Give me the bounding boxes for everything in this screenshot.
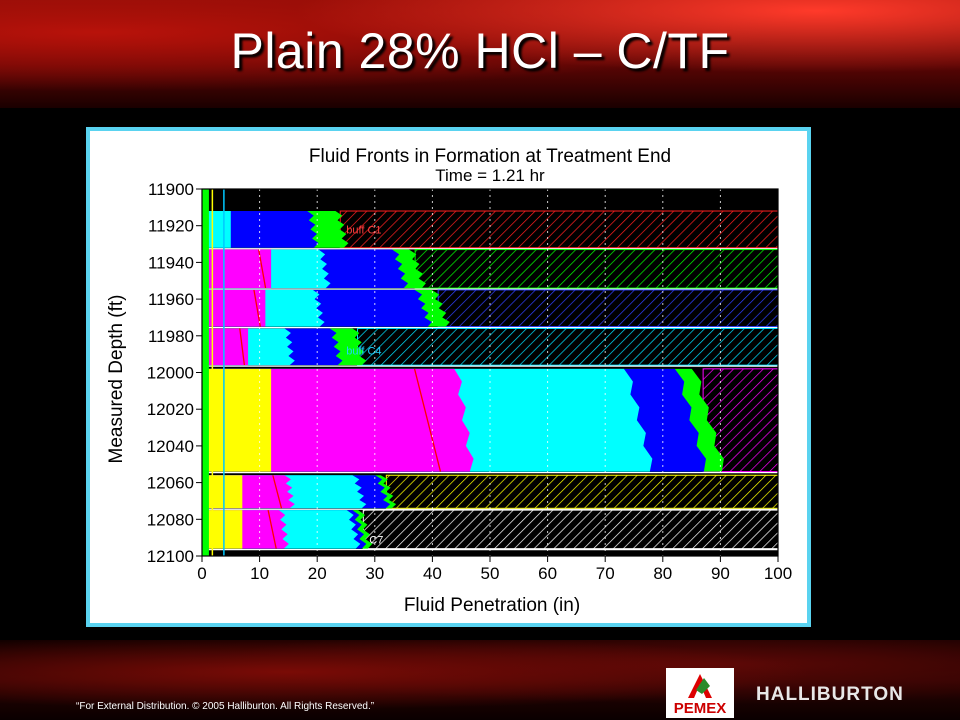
zone-1-hatch	[339, 210, 779, 249]
x-tick-label-100: 100	[764, 564, 792, 583]
halliburton-logo: HALLIBURTON	[756, 684, 904, 705]
y-axis-label: Measured Depth (ft)	[106, 295, 127, 464]
y-tick-label-12000: 12000	[147, 364, 194, 383]
y-tick-label-12040: 12040	[147, 437, 194, 456]
x-tick-label-0: 0	[197, 564, 206, 583]
zone-4-red-trace	[239, 328, 246, 366]
wellbore-green-band	[202, 189, 209, 556]
zone-annotation-1: buff C1	[346, 224, 381, 236]
chart-panel: Fluid Fronts in Formation at Treatment E…	[90, 131, 807, 623]
zone-3-red-trace	[253, 289, 261, 327]
chart-frame: Fluid Fronts in Formation at Treatment E…	[86, 127, 811, 627]
zone-3-magenta-front	[202, 289, 266, 327]
chart-subtitle: Time = 1.21 hr	[435, 166, 545, 185]
zone-5-yellow-front	[202, 368, 272, 472]
slide-title: Plain 28% HCl – C/TF	[230, 23, 730, 79]
pemex-logo-text: PEMEX	[673, 700, 727, 717]
zone-annotation-3: C7	[369, 534, 383, 546]
y-tick-label-11900: 11900	[148, 180, 194, 199]
zone-annotation-2: buff C4	[346, 345, 381, 357]
chart-title: Fluid Fronts in Formation at Treatment E…	[309, 146, 671, 167]
x-tick-label-40: 40	[423, 564, 442, 583]
y-tick-label-11960: 11960	[148, 290, 194, 309]
x-tick-label-10: 10	[250, 564, 269, 583]
zone-1-blue-front	[202, 211, 319, 248]
y-tick-label-11980: 11980	[148, 327, 194, 346]
x-tick-label-80: 80	[653, 564, 672, 583]
y-tick-label-12100: 12100	[147, 547, 194, 566]
fluid-fronts-chart: Fluid Fronts in Formation at Treatment E…	[106, 146, 792, 616]
pemex-eagle-icon	[688, 674, 712, 698]
y-tick-label-12060: 12060	[147, 474, 194, 493]
x-tick-label-70: 70	[596, 564, 615, 583]
zone-2-hatch	[414, 249, 779, 289]
title-banner	[0, 0, 960, 108]
x-tick-label-90: 90	[711, 564, 730, 583]
zone-7-hatch	[362, 509, 779, 550]
zone-6-hatch	[385, 474, 779, 509]
zone-5-red-trace	[413, 368, 442, 472]
plot-area: buff C1 buff C4 C7	[202, 189, 779, 556]
zone-7-red-trace	[267, 509, 277, 549]
zone-6-red-trace	[272, 475, 283, 509]
y-tick-label-12080: 12080	[147, 510, 194, 529]
x-axis-label: Fluid Penetration (in)	[404, 595, 580, 616]
zone-4-magenta-front	[202, 328, 249, 366]
pemex-logo: PEMEX	[666, 668, 734, 718]
x-tick-label-50: 50	[481, 564, 500, 583]
footer-band	[0, 640, 960, 720]
zone-2-magenta-front	[202, 249, 272, 289]
x-tick-label-60: 60	[538, 564, 557, 583]
y-tick-label-12020: 12020	[147, 400, 194, 419]
axes: 0 10 20 30 40 50 60 70 80 90 100 11900 11920 11940 119…	[147, 180, 792, 583]
copyright-notice: “For External Distribution. © 2005 Halli…	[76, 701, 375, 712]
y-tick-label-11920: 11920	[148, 217, 194, 236]
zone-4-hatch	[357, 327, 779, 366]
x-tick-label-20: 20	[308, 564, 327, 583]
zone-3-hatch	[437, 289, 779, 328]
x-tick-label-30: 30	[365, 564, 384, 583]
y-tick-label-11940: 11940	[148, 253, 194, 272]
